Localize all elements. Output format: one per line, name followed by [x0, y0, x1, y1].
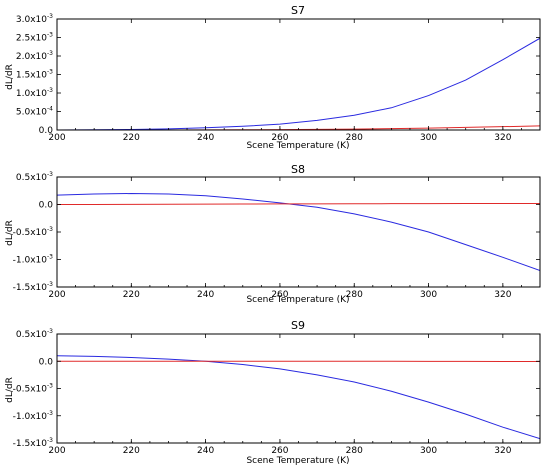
x-axis-label: Scene Temperature (K): [246, 141, 349, 151]
y-tick-label: -1.0x10-3: [13, 254, 54, 266]
x-axis-label: Scene Temperature (K): [246, 456, 349, 466]
series-line-blue: [57, 355, 540, 440]
x-tick-label: 320: [494, 133, 511, 143]
series-line-blue: [57, 37, 540, 130]
plot-area: 200 220 240 260 280 300 320 0.5x10-3 0.0 -0.5x10-…: [13, 328, 541, 456]
panel-s8: S8 200 220 240 260 280 300 320 0.5x10-3 0.0 -0.5x…: [5, 163, 541, 305]
x-tick-label: 260: [271, 133, 288, 143]
series-line-red: [57, 203, 540, 205]
x-tick-label: 240: [197, 133, 214, 143]
y-axis-label: dL/dR: [5, 377, 15, 403]
panel-title: S9: [291, 319, 305, 332]
y-tick-label: 0.0: [39, 126, 54, 136]
x-tick-label: 200: [48, 133, 65, 143]
panel-title: S7: [291, 4, 305, 17]
x-tick-label: 260: [271, 446, 288, 456]
series-group: [57, 355, 540, 440]
x-tick-label: 320: [494, 290, 511, 300]
y-tick-label: 5.0x10-4: [16, 106, 53, 118]
x-tick-label: 300: [420, 446, 437, 456]
y-axis-label: dL/dR: [5, 220, 15, 246]
y-tick-label: -1.5x10-3: [13, 437, 54, 449]
y-tick-label: 0.0: [39, 357, 54, 367]
x-tick-label: 220: [123, 446, 140, 456]
y-tick-label: -1.0x10-3: [13, 410, 54, 422]
y-tick-label: -0.5x10-3: [13, 383, 54, 395]
plot-frame: [56, 18, 541, 131]
series-group: [57, 37, 540, 130]
plot-area: 200 220 240 260 280 300 320 0.0 5.0x10-4 1.0x10-3…: [16, 13, 541, 143]
y-tick-label: 2.0x10-3: [16, 50, 53, 62]
x-axis-label: Scene Temperature (K): [246, 295, 349, 305]
x-tick-label: 300: [420, 290, 437, 300]
x-tick-label: 220: [123, 290, 140, 300]
y-tick-label: 1.5x10-3: [16, 69, 53, 81]
x-tick-label: 280: [346, 446, 363, 456]
panel-s9: S9 200 220 240 260 280 300 320 0.5x10-3 0.0 -0.5x…: [5, 319, 541, 466]
y-tick-label: 0.5x10-3: [16, 328, 53, 340]
y-axis-label: dL/dR: [5, 64, 15, 90]
x-tick-label: 260: [271, 290, 288, 300]
y-tick-label: 1.0x10-3: [16, 87, 53, 99]
plot-frame: [56, 333, 541, 444]
panel-s7: S7 200 220 240 260 280 300 320 0.0 5.0x10-4 1.0x1…: [5, 4, 541, 151]
y-tick-label: -0.5x10-3: [13, 226, 54, 238]
plot-area: 200 220 240 260 280 300 320 0.5x10-3 0.0 -0.5x10-…: [13, 171, 541, 300]
x-tick-label: 320: [494, 446, 511, 456]
y-tick-label: 2.5x10-3: [16, 32, 53, 44]
series-line-blue: [57, 192, 540, 271]
x-tick-label: 240: [197, 290, 214, 300]
x-tick-label: 240: [197, 446, 214, 456]
x-tick-label: 200: [48, 290, 65, 300]
series-group: [57, 192, 540, 271]
y-tick-label: 0.5x10-3: [16, 171, 53, 183]
panel-title: S8: [291, 163, 305, 176]
x-tick-label: 220: [123, 133, 140, 143]
x-tick-label: 280: [346, 290, 363, 300]
y-tick-label: 0.0: [39, 201, 54, 211]
x-tick-label: 200: [48, 446, 65, 456]
x-tick-label: 280: [346, 133, 363, 143]
y-tick-label: 3.0x10-3: [16, 13, 53, 25]
y-tick-label: -1.5x10-3: [13, 281, 54, 293]
x-tick-label: 300: [420, 133, 437, 143]
